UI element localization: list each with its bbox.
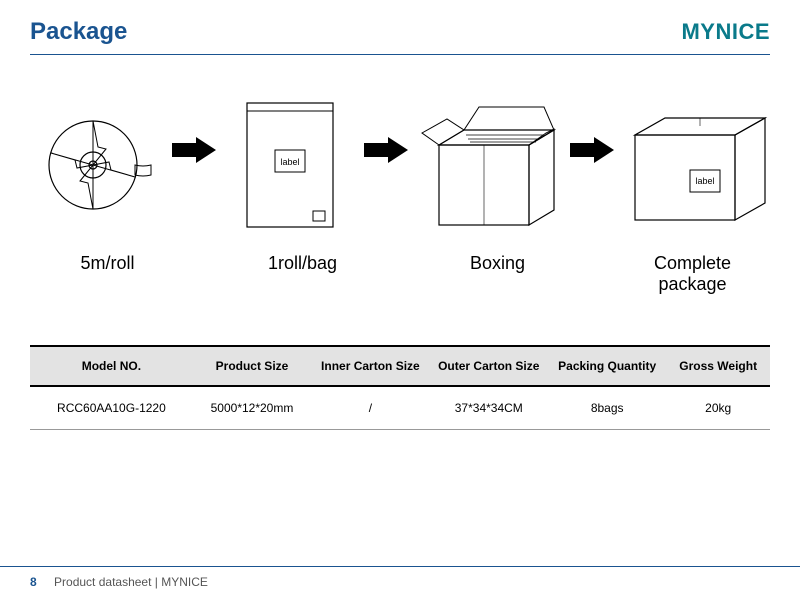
caption-boxing: Boxing	[420, 253, 575, 295]
arrow-2	[364, 135, 408, 165]
brand-logo: MYNICE	[681, 19, 770, 45]
closed-box-icon: label	[620, 100, 770, 230]
table-cell: 20kg	[666, 386, 770, 430]
box-label-text: label	[695, 176, 714, 186]
caption-bag: 1roll/bag	[225, 253, 380, 295]
table-header-cell: Gross Weight	[666, 346, 770, 386]
page-title: Package	[30, 18, 127, 46]
arrow-icon	[570, 135, 614, 165]
arrow-1	[172, 135, 216, 165]
stage-bag: label	[222, 95, 358, 235]
table-cell: RCC60AA10G-1220	[30, 386, 193, 430]
arrow-3	[570, 135, 614, 165]
bag-label-text: label	[280, 157, 299, 167]
table-cell: 8bags	[548, 386, 666, 430]
open-box-icon	[414, 95, 564, 235]
packaging-table: Model NO.Product SizeInner Carton SizeOu…	[30, 345, 770, 430]
caption-complete: Complete package	[615, 253, 770, 295]
table-header-cell: Packing Quantity	[548, 346, 666, 386]
caption-roll: 5m/roll	[30, 253, 185, 295]
stage-openbox	[414, 95, 564, 235]
footer-text: Product datasheet | MYNICE	[54, 575, 208, 589]
table-header-cell: Model NO.	[30, 346, 193, 386]
stage-roll	[30, 105, 166, 225]
page-footer: 8 Product datasheet | MYNICE	[0, 566, 800, 599]
stage-captions: 5m/roll 1roll/bag Boxing Complete packag…	[0, 245, 800, 325]
table-cell: 37*34*34CM	[430, 386, 548, 430]
table-header-cell: Outer Carton Size	[430, 346, 548, 386]
stage-closedbox: label	[620, 100, 770, 230]
table-row: RCC60AA10G-12205000*12*20mm/37*34*34CM8b…	[30, 386, 770, 430]
table-cell: /	[311, 386, 429, 430]
page-number: 8	[30, 575, 37, 589]
table-cell: 5000*12*20mm	[193, 386, 311, 430]
bag-icon: label	[235, 95, 345, 235]
table-header-cell: Inner Carton Size	[311, 346, 429, 386]
reel-icon	[43, 105, 153, 225]
table-header-cell: Product Size	[193, 346, 311, 386]
arrow-icon	[364, 135, 408, 165]
arrow-icon	[172, 135, 216, 165]
packaging-flow-diagram: label	[0, 55, 800, 245]
table-header-row: Model NO.Product SizeInner Carton SizeOu…	[30, 346, 770, 386]
